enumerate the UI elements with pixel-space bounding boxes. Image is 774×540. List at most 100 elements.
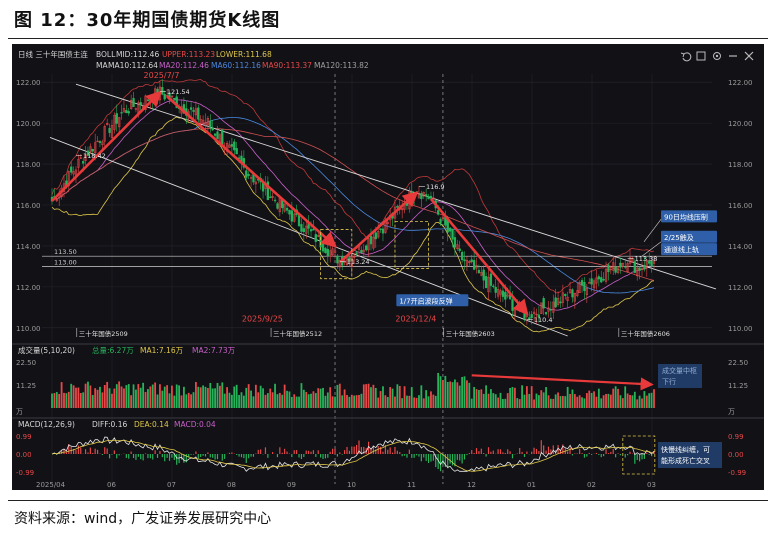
candle-body: [206, 118, 210, 126]
volume-bar: [636, 399, 639, 408]
contract-label[interactable]: 日线 三十年国债主连: [18, 49, 88, 59]
volume-bar: [115, 384, 118, 408]
candle-body: [463, 259, 466, 262]
candle-body: [561, 292, 565, 303]
volume-bar: [487, 393, 490, 408]
ma-label[interactable]: MA: [96, 61, 108, 70]
volume-bar: [547, 395, 550, 408]
volume-bar: [593, 391, 595, 408]
volume-bar: [542, 392, 545, 408]
date-label: 2025/12/4: [395, 315, 436, 324]
turning-point-box: [394, 220, 429, 269]
candle-body: [568, 289, 572, 294]
macd-tick-left: 0.00: [16, 451, 32, 459]
candle-body: [300, 224, 303, 232]
volume-bar: [310, 393, 312, 408]
volume-bar: [643, 391, 646, 408]
fullscreen-icon[interactable]: [696, 51, 706, 61]
candle-body: [590, 278, 593, 285]
price-axis-tick-left: 114.00: [16, 243, 41, 251]
volume-bar: [470, 398, 473, 408]
ma10-value: MA10:112.64: [108, 61, 158, 70]
title-divider: [8, 38, 768, 39]
candle-body: [372, 236, 375, 249]
candle-body: [542, 298, 545, 309]
price-axis-tick-right: 114.00: [728, 243, 753, 251]
candle-body: [566, 296, 569, 301]
volume-bar: [653, 389, 655, 408]
candle-body: [317, 235, 320, 237]
volume-bar: [463, 376, 466, 408]
candle-body: [648, 261, 651, 264]
candle-body: [118, 117, 121, 128]
volume-bar: [509, 388, 511, 408]
volume-bar: [242, 395, 245, 408]
volume-bar: [173, 395, 176, 408]
candle-body: [588, 282, 591, 284]
macd-diff: DIFF:0.16: [92, 420, 127, 429]
annotation-text: 2/25触及: [664, 233, 694, 242]
volume-bar: [444, 375, 447, 408]
candle-body: [283, 203, 286, 212]
candle-body: [139, 102, 142, 105]
settings-icon[interactable]: [713, 52, 721, 60]
macd-crossover-box: [622, 435, 656, 475]
volume-bar: [183, 386, 185, 408]
volume-bar: [266, 393, 269, 408]
volume-bar: [638, 395, 641, 408]
trend-arrow: [166, 95, 337, 248]
ma60-value: MA60:112.16: [211, 61, 261, 70]
volume-bar: [609, 394, 612, 408]
boll-label[interactable]: BOLL: [96, 50, 116, 59]
volume-bar: [171, 385, 173, 408]
volume-bar: [348, 396, 351, 408]
volume-bar: [123, 388, 125, 408]
undo-icon[interactable]: [680, 52, 692, 62]
volume-bar: [413, 397, 416, 408]
volume-bar: [545, 387, 547, 408]
candle-body: [576, 290, 579, 297]
volume-bar: [290, 396, 293, 408]
month-tick-label: 11: [407, 481, 416, 489]
volume-bar: [137, 384, 140, 408]
volume-bar: [108, 388, 111, 408]
candle-body: [338, 260, 341, 268]
macd-diff-line: [51, 436, 655, 472]
volume-bar: [648, 393, 651, 408]
annotations-layer: 121.54 118.42 113.24 116.9 110.4 113.38 2025/7…: [51, 71, 717, 338]
volume-bar: [583, 398, 586, 408]
candle-body: [326, 248, 329, 257]
volume-bar: [427, 396, 430, 408]
candle-body: [602, 278, 605, 281]
price-axis-tick-right: 116.00: [728, 202, 753, 210]
kline-chart-panel[interactable]: 122.00 122.00 120.00 120.00 118.00 118.00 116.…: [12, 44, 764, 490]
candle-body: [293, 213, 296, 222]
volume-bar: [271, 392, 274, 408]
volume-bar: [425, 390, 428, 408]
volume-bar: [190, 394, 193, 408]
volume-bar: [446, 381, 449, 408]
volume-bar: [166, 385, 169, 408]
volume-bar: [621, 398, 624, 408]
candle-body: [108, 128, 111, 133]
annotation-text: 90日均线压制: [664, 212, 708, 221]
volume-bar: [262, 388, 264, 408]
volume-bar: [641, 398, 643, 408]
volume-bar: [504, 398, 507, 408]
price-axis-tick-right: 120.00: [728, 120, 753, 128]
candle-body: [436, 210, 440, 215]
volume-bar: [595, 396, 598, 408]
candle-body: [554, 297, 557, 308]
candle-body: [355, 252, 358, 255]
trend-arrow: [338, 190, 419, 264]
candle-body: [271, 196, 274, 198]
volume-bar: [394, 396, 396, 408]
volume-bar: [144, 392, 147, 408]
volume-bar: [533, 399, 535, 408]
volume-bar: [564, 396, 567, 408]
volume-ma2: MA2:7.73万: [192, 346, 236, 355]
candle-body: [288, 209, 291, 215]
volume-bar: [602, 395, 605, 408]
close-icon[interactable]: [744, 51, 754, 61]
